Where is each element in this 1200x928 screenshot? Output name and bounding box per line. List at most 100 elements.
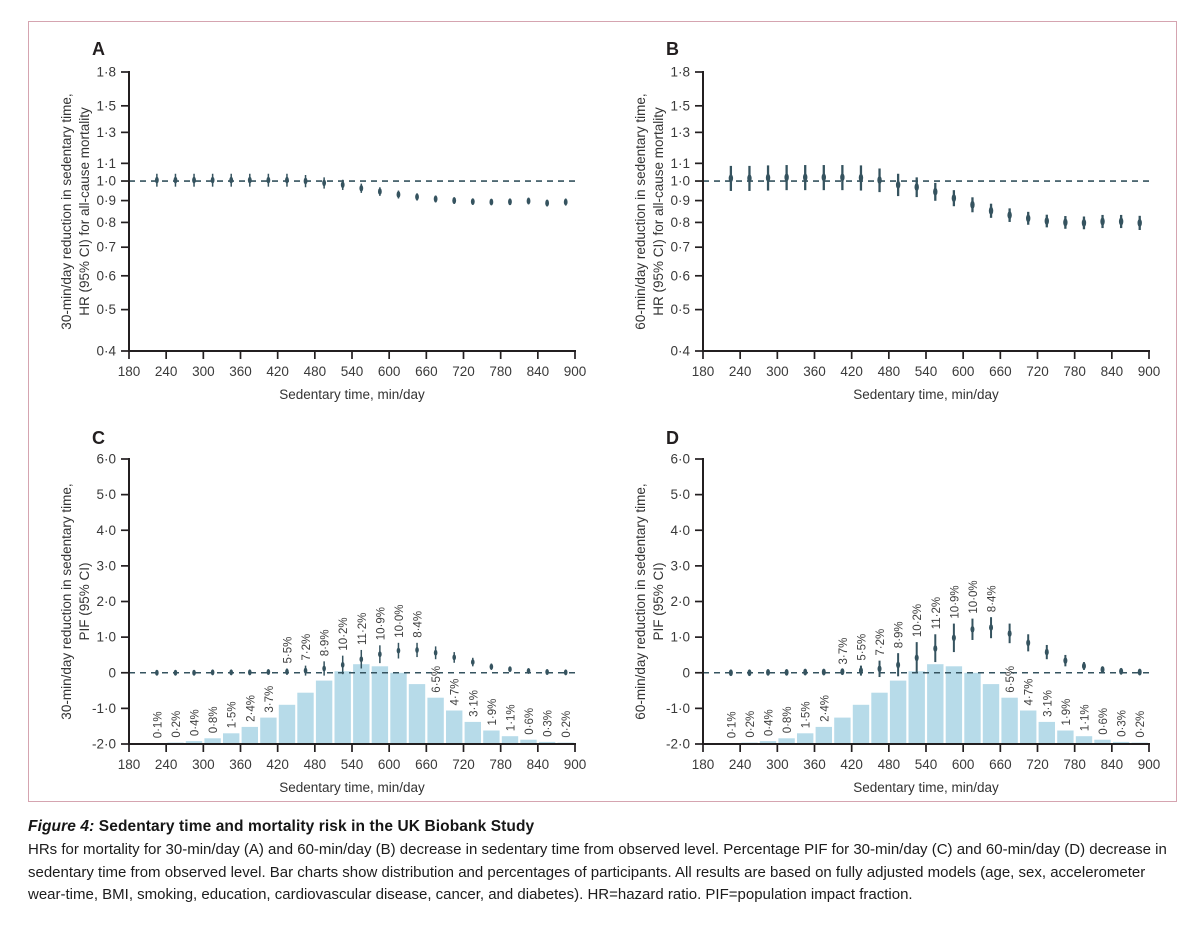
y-tick-label: 0·4 bbox=[96, 344, 116, 359]
point-marker bbox=[784, 668, 789, 676]
histogram-bar bbox=[260, 717, 277, 744]
error-bars bbox=[729, 165, 1141, 230]
figure-panel-box: A 30-min/day reduction in sedentary time,… bbox=[28, 21, 1177, 802]
point-marker bbox=[322, 179, 327, 187]
point-estimates bbox=[154, 176, 568, 207]
y-tick-label: 0·6 bbox=[670, 268, 690, 283]
histogram-bar bbox=[223, 733, 240, 744]
point-marker bbox=[1007, 211, 1012, 220]
x-tick-label: 240 bbox=[729, 757, 752, 772]
histogram-bar bbox=[815, 726, 832, 744]
bar-percentage-label: 1·9% bbox=[1061, 699, 1073, 726]
bar-percentage-label: 5·5% bbox=[857, 634, 869, 661]
panel-letter: C bbox=[92, 428, 105, 448]
svg-text:30-min/day reduction in sedent: 30-min/day reduction in sedentary time, bbox=[59, 93, 74, 329]
bar-percentage-label: 10·9% bbox=[949, 585, 961, 618]
point-marker bbox=[173, 669, 178, 676]
x-axis-title: Sedentary time, min/day bbox=[279, 387, 425, 402]
point-marker bbox=[303, 177, 308, 185]
histogram-bar bbox=[501, 736, 519, 744]
histogram-bar bbox=[778, 738, 795, 744]
x-tick-label: 240 bbox=[155, 364, 178, 379]
y-tick-label: 0·5 bbox=[670, 302, 690, 317]
point-marker bbox=[1137, 668, 1142, 676]
point-marker bbox=[192, 669, 196, 676]
histogram-bar bbox=[204, 738, 221, 744]
point-marker bbox=[508, 198, 512, 206]
y-axis-title: 30-min/day reduction in sedentary time, H… bbox=[59, 93, 92, 329]
point-marker bbox=[877, 176, 882, 185]
x-tick-label: 300 bbox=[766, 364, 789, 379]
histogram-bar bbox=[1112, 741, 1130, 744]
point-marker bbox=[526, 197, 531, 205]
panel-letter: B bbox=[666, 39, 679, 59]
point-marker bbox=[933, 187, 938, 196]
point-marker bbox=[784, 173, 789, 182]
y-tick-label: -1·0 bbox=[666, 701, 690, 716]
bar-percentage-label: 10·9% bbox=[375, 607, 387, 640]
x-tick-label: 360 bbox=[803, 757, 826, 772]
bar-percentage-label: 2·4% bbox=[245, 695, 257, 722]
bar-percentage-label: 0·2% bbox=[561, 711, 573, 738]
point-marker bbox=[210, 669, 215, 676]
point-marker bbox=[359, 656, 364, 663]
point-marker bbox=[303, 667, 308, 674]
bar-percentage-label: 1·5% bbox=[801, 701, 813, 728]
bar-percentage-label: 0·2% bbox=[745, 711, 757, 738]
svg-text:PIF (95% CI): PIF (95% CI) bbox=[77, 562, 92, 640]
x-tick-label: 720 bbox=[1026, 757, 1049, 772]
point-marker bbox=[192, 176, 196, 184]
bar-percentage-label: 0·4% bbox=[764, 709, 776, 736]
chart-svg-c: C 30-min/day reduction in sedentary time,… bbox=[59, 428, 587, 795]
x-tick-label: 600 bbox=[952, 364, 975, 379]
point-marker bbox=[415, 193, 419, 201]
bar-percentage-label: 0·2% bbox=[171, 711, 183, 738]
point-marker bbox=[1044, 648, 1049, 656]
y-tick-label: 3·0 bbox=[96, 558, 116, 573]
y-tick-label: 3·0 bbox=[670, 558, 690, 573]
histogram-bar bbox=[371, 666, 389, 744]
histogram-bar bbox=[908, 671, 925, 744]
histogram-bar bbox=[1094, 739, 1111, 744]
distribution-bars bbox=[722, 664, 1148, 745]
point-marker bbox=[933, 645, 938, 652]
y-tick-label: -2·0 bbox=[92, 737, 116, 752]
point-marker bbox=[989, 624, 994, 631]
point-marker bbox=[840, 173, 845, 182]
point-marker bbox=[895, 180, 901, 189]
bar-percentage-label: 0·2% bbox=[1135, 711, 1147, 738]
point-marker bbox=[914, 183, 919, 192]
x-tick-label: 900 bbox=[564, 757, 587, 772]
bar-percentage-label: 11·2% bbox=[931, 597, 943, 629]
y-tick-label: 2·0 bbox=[96, 594, 116, 609]
point-marker bbox=[840, 668, 845, 676]
bar-percentage-label: 5·5% bbox=[283, 637, 295, 664]
x-tick-label: 720 bbox=[452, 364, 475, 379]
x-tick-label: 240 bbox=[729, 364, 752, 379]
bar-percentage-label: 1·1% bbox=[506, 704, 518, 731]
bar-percentage-label: 4·7% bbox=[450, 679, 462, 706]
point-marker bbox=[470, 198, 475, 206]
point-marker bbox=[247, 176, 252, 184]
y-tick-label: 6·0 bbox=[96, 452, 116, 467]
bar-percentage-label: 0·8% bbox=[782, 706, 794, 733]
y-tick-label: 1·3 bbox=[670, 125, 690, 140]
x-tick-label: 900 bbox=[564, 364, 587, 379]
histogram-bar bbox=[945, 666, 963, 744]
histogram-bar bbox=[871, 692, 888, 744]
point-marker bbox=[229, 669, 234, 676]
histogram-bar bbox=[390, 672, 407, 745]
bar-percentage-label: 6·5% bbox=[431, 666, 443, 693]
x-tick-label: 840 bbox=[527, 757, 550, 772]
y-tick-label: 0·6 bbox=[96, 268, 116, 283]
point-marker bbox=[285, 176, 289, 184]
y-axis-title: 60-min/day reduction in sedentary time, H… bbox=[633, 93, 666, 329]
point-marker bbox=[1063, 218, 1068, 227]
x-tick-label: 480 bbox=[304, 364, 327, 379]
chart-panel-d: D 60-min/day reduction in sedentary time,… bbox=[603, 411, 1177, 800]
bar-percentage-label: 0·3% bbox=[1117, 710, 1129, 737]
bar-percentage-label: 3·7% bbox=[838, 638, 850, 665]
histogram-bar bbox=[759, 741, 777, 744]
